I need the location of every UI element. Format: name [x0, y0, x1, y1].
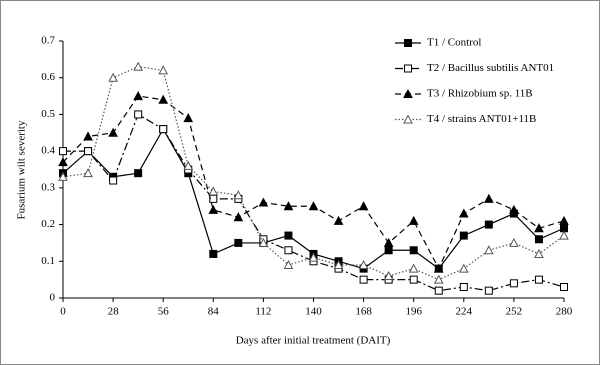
- x-tick-label: 28: [108, 306, 120, 318]
- marker: [458, 263, 469, 273]
- marker: [534, 223, 544, 233]
- marker: [58, 171, 68, 181]
- marker: [333, 215, 344, 225]
- marker: [408, 263, 419, 273]
- marker: [560, 282, 568, 291]
- marker: [484, 193, 494, 203]
- x-tick-label: 224: [456, 306, 473, 318]
- x-tick-label: 168: [355, 306, 372, 318]
- y-tick-label: 0.2: [41, 218, 55, 230]
- marker: [134, 169, 143, 178]
- marker: [134, 110, 143, 119]
- marker: [108, 72, 118, 82]
- marker: [133, 61, 143, 71]
- marker: [484, 245, 494, 255]
- x-tick-label: 252: [506, 306, 523, 318]
- marker: [509, 204, 519, 214]
- y-tick-label: 0.5: [41, 108, 55, 120]
- marker: [534, 235, 543, 244]
- y-tick-label: 0.6: [41, 71, 55, 83]
- marker: [458, 208, 469, 218]
- marker: [284, 231, 293, 240]
- marker: [534, 248, 544, 258]
- marker: [409, 246, 418, 255]
- marker: [283, 259, 294, 269]
- marker: [234, 238, 243, 247]
- marker: [509, 279, 518, 288]
- marker: [484, 286, 493, 295]
- x-tick-label: 196: [405, 306, 422, 318]
- legend-marker: [404, 64, 412, 73]
- marker: [434, 286, 443, 295]
- y-tick-label: 0.1: [41, 255, 55, 267]
- marker: [158, 94, 169, 104]
- x-tick-label: 112: [255, 306, 271, 318]
- marker: [358, 259, 369, 269]
- x-tick-label: 84: [208, 306, 220, 318]
- marker: [409, 275, 418, 284]
- legend-marker: [403, 88, 413, 98]
- marker: [459, 282, 468, 291]
- marker: [109, 176, 118, 185]
- x-tick-label: 280: [556, 306, 573, 318]
- marker: [509, 237, 519, 247]
- marker: [108, 127, 118, 137]
- marker: [383, 237, 394, 247]
- marker: [459, 231, 468, 240]
- marker: [59, 147, 67, 156]
- series-line: [63, 113, 565, 292]
- legend-label: T2 / Bacillus subtilis ANT01: [427, 62, 554, 74]
- legend-marker: [404, 39, 412, 47]
- marker: [208, 186, 219, 196]
- x-tick-label: 56: [158, 306, 170, 318]
- marker: [158, 65, 169, 75]
- marker: [559, 215, 569, 225]
- marker: [433, 263, 444, 273]
- marker: [283, 201, 294, 211]
- marker: [183, 160, 194, 170]
- x-tick-label: 140: [305, 306, 322, 318]
- marker: [83, 131, 93, 141]
- marker: [83, 168, 93, 178]
- legend-label: T4 / strains ANT01+11B: [427, 113, 536, 125]
- marker: [233, 190, 244, 200]
- marker: [58, 157, 68, 167]
- marker: [559, 230, 569, 240]
- marker: [359, 275, 368, 284]
- marker: [209, 249, 218, 258]
- marker: [308, 201, 319, 211]
- series-line: [62, 66, 565, 281]
- marker: [133, 91, 143, 101]
- marker: [384, 246, 393, 255]
- y-tick-label: 0: [50, 292, 56, 304]
- x-axis-label: Days after initial treatment (DAIT): [236, 335, 391, 347]
- marker: [208, 204, 219, 214]
- marker: [183, 113, 194, 123]
- marker: [233, 212, 244, 222]
- marker: [408, 215, 419, 225]
- marker: [159, 125, 168, 134]
- y-axis-label: Fusarium wilt severity: [16, 120, 28, 219]
- marker: [484, 220, 493, 229]
- marker: [358, 201, 369, 211]
- marker: [258, 237, 269, 247]
- marker: [284, 246, 293, 255]
- marker: [308, 252, 319, 262]
- legend-label: T3 / Rhizobium sp. 11B: [427, 88, 533, 100]
- marker: [433, 274, 444, 284]
- legend-marker: [403, 114, 413, 124]
- legend-label: T1 / Control: [427, 37, 481, 49]
- marker: [383, 270, 394, 280]
- marker: [333, 259, 344, 269]
- y-tick-label: 0.3: [41, 181, 55, 193]
- marker: [84, 147, 93, 156]
- y-tick-label: 0.7: [41, 35, 55, 47]
- x-tick-label: 0: [60, 306, 66, 318]
- marker: [534, 275, 543, 284]
- marker: [258, 197, 269, 207]
- y-tick-label: 0.4: [41, 145, 55, 157]
